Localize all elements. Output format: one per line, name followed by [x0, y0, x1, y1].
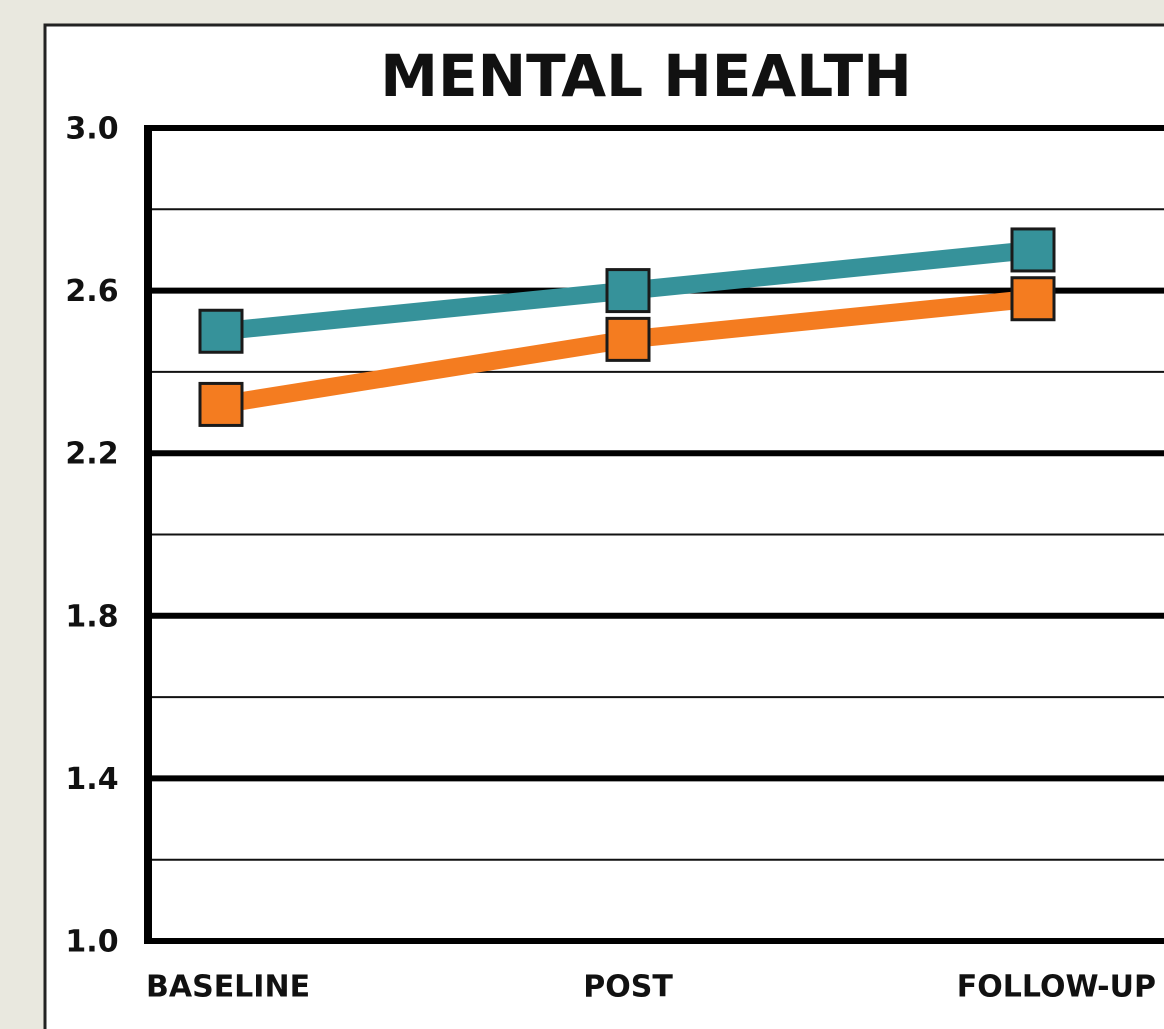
- point-marker: [1010, 276, 1056, 322]
- y-tick-label: 2.2: [65, 437, 118, 472]
- y-tick-label: 2.6: [65, 274, 118, 309]
- y-tick-label: 1.4: [65, 762, 118, 797]
- y-tick-label: 1.8: [65, 599, 118, 634]
- x-tick-label: POST: [583, 970, 673, 1005]
- chart-title: MENTAL HEALTH: [380, 42, 912, 110]
- y-tick-label: 1.0: [65, 925, 118, 960]
- y-tick-label: 3.0: [65, 112, 118, 147]
- point-marker: [605, 268, 651, 314]
- point-marker: [1010, 227, 1056, 273]
- x-tick-label: FOLLOW-UP: [957, 970, 1156, 1005]
- point-marker: [198, 308, 244, 354]
- panel: [43, 23, 1164, 1029]
- point-marker: [198, 381, 244, 427]
- x-tick-label: BASELINE: [146, 970, 310, 1005]
- point-marker: [605, 316, 651, 362]
